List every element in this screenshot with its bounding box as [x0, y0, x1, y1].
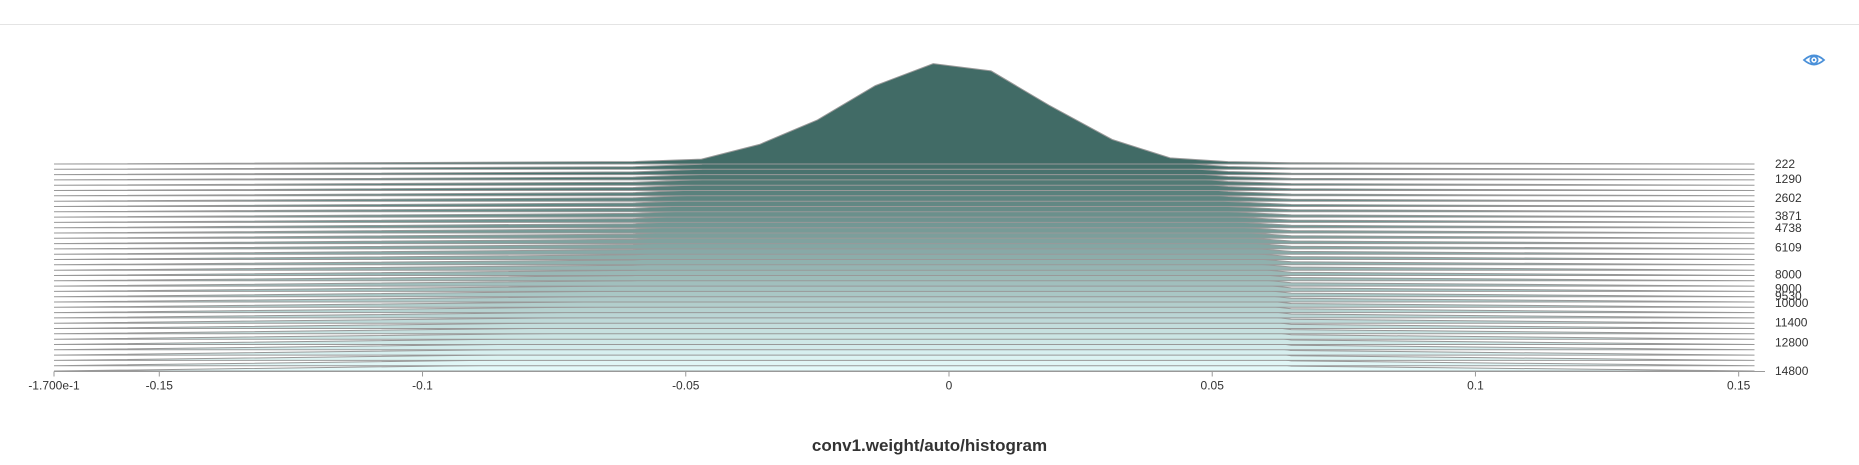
- x-tick-label: -0.05: [672, 379, 700, 393]
- step-tick-label: 222: [1775, 157, 1795, 171]
- step-tick-label: 11400: [1775, 316, 1808, 330]
- x-tick-label: -0.15: [146, 379, 174, 393]
- step-tick-label: 12800: [1775, 336, 1809, 350]
- eye-icon[interactable]: [1802, 51, 1826, 69]
- x-tick-label: 0.1: [1467, 379, 1484, 393]
- step-tick-label: 2602: [1775, 191, 1802, 205]
- x-tick-label: -1.700e-1: [28, 379, 80, 393]
- step-tick-label: 10000: [1775, 296, 1809, 310]
- step-tick-label: 1290: [1775, 172, 1802, 186]
- x-tick-label: 0.15: [1727, 379, 1751, 393]
- top-divider: [0, 24, 1859, 25]
- step-tick-label: 6109: [1775, 241, 1802, 255]
- chart-title: conv1.weight/auto/histogram: [811, 436, 1048, 455]
- x-tick-label: -0.1: [412, 379, 433, 393]
- step-tick-label: 9000: [1775, 282, 1802, 296]
- step-tick-label: 14800: [1775, 364, 1809, 378]
- step-tick-label: 8000: [1775, 267, 1802, 281]
- x-axis: -1.700e-1 -0.15 -0.1 -0.05 0 0.05 0.1 0.15: [28, 371, 1765, 393]
- histogram-series-group: [53, 63, 1755, 372]
- histogram-step-0: [53, 63, 1755, 165]
- x-tick-label: 0.05: [1201, 379, 1225, 393]
- step-tick-label: 4738: [1775, 221, 1802, 235]
- step-tick-label: 9530: [1775, 289, 1802, 303]
- x-tick-label: 0: [946, 379, 953, 393]
- histogram-chart: -1.700e-1 -0.15 -0.1 -0.05 0 0.05 0.1 0.15 2221…: [28, 63, 1809, 393]
- step-tick-label: 3871: [1775, 209, 1802, 223]
